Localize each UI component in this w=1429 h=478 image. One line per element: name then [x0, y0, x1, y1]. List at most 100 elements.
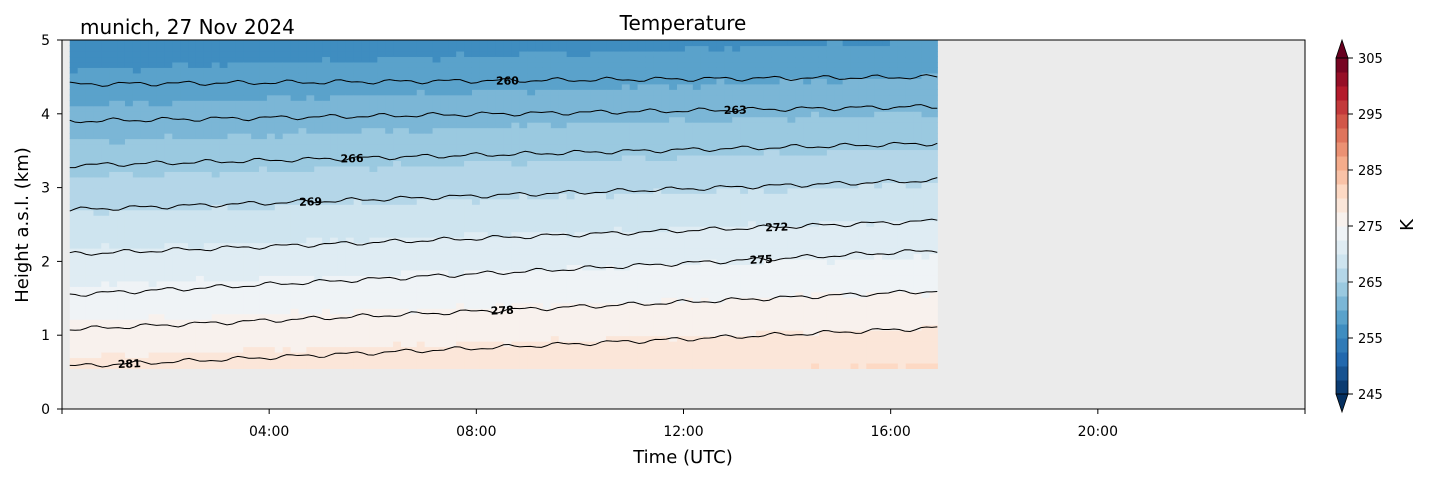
heatmap-cell — [653, 78, 662, 85]
heatmap-cell — [464, 253, 473, 260]
heatmap-cell — [282, 269, 292, 276]
heatmap-cell — [124, 171, 134, 178]
heatmap-cell — [314, 138, 323, 145]
heatmap-cell — [708, 45, 718, 52]
heatmap-cell — [692, 291, 702, 298]
heatmap-cell — [677, 122, 686, 129]
heatmap-cell — [85, 308, 95, 315]
heatmap-cell — [385, 67, 394, 74]
heatmap-cell — [298, 204, 307, 211]
heatmap-cell — [93, 182, 102, 189]
heatmap-cell — [219, 302, 229, 309]
heatmap-cell — [180, 61, 189, 68]
heatmap-cell — [574, 275, 583, 282]
heatmap-cell — [85, 231, 95, 238]
heatmap-cell — [227, 198, 236, 205]
heatmap-cell — [408, 127, 418, 134]
heatmap-cell — [330, 50, 339, 58]
heatmap-cell — [77, 111, 87, 118]
heatmap-cell — [550, 297, 560, 304]
heatmap-cell — [645, 171, 654, 178]
heatmap-cell — [408, 50, 418, 58]
heatmap-cell — [109, 111, 118, 118]
heatmap-cell — [416, 247, 426, 255]
heatmap-cell — [164, 319, 173, 326]
heatmap-cell — [243, 78, 252, 85]
heatmap-cell — [629, 154, 639, 162]
heatmap-cell — [140, 56, 150, 63]
heatmap-cell — [487, 313, 497, 320]
heatmap-cell — [511, 144, 520, 151]
heatmap-cell — [85, 253, 95, 260]
heatmap-cell — [700, 40, 710, 47]
heatmap-cell — [290, 330, 300, 337]
heatmap-cell — [211, 154, 221, 162]
heatmap-cell — [306, 149, 315, 156]
heatmap-cell — [385, 187, 394, 194]
heatmap-cell — [456, 187, 465, 194]
heatmap-cell — [361, 116, 371, 123]
heatmap-cell — [479, 357, 489, 364]
heatmap-cell — [219, 204, 229, 211]
heatmap-cell — [653, 231, 662, 238]
heatmap-cell — [156, 247, 166, 255]
heatmap-cell — [440, 138, 449, 145]
heatmap-cell — [464, 247, 473, 255]
heatmap-cell — [637, 56, 647, 63]
heatmap-cell — [109, 171, 118, 178]
heatmap-cell — [487, 319, 497, 326]
heatmap-cell — [653, 138, 662, 145]
heatmap-cell — [708, 226, 718, 233]
heatmap-cell — [448, 237, 457, 244]
heatmap-cell — [188, 67, 197, 74]
heatmap-cell — [621, 198, 631, 205]
heatmap-cell — [708, 280, 718, 287]
heatmap-cell — [251, 237, 260, 244]
heatmap-cell — [669, 193, 678, 200]
heatmap-cell — [266, 171, 276, 178]
heatmap-cell — [621, 127, 631, 134]
heatmap-cell — [542, 149, 552, 156]
heatmap-cell — [684, 280, 694, 287]
heatmap-cell — [172, 144, 181, 151]
heatmap-cell — [93, 94, 102, 101]
heatmap-cell — [361, 362, 371, 370]
heatmap-cell — [637, 275, 647, 282]
heatmap-cell — [330, 226, 339, 233]
heatmap-cell — [140, 111, 150, 118]
heatmap-cell — [361, 111, 371, 118]
heatmap-cell — [361, 198, 371, 205]
heatmap-cell — [661, 242, 670, 249]
heatmap-cell — [93, 56, 102, 63]
heatmap-cell — [330, 111, 339, 118]
heatmap-cell — [195, 215, 205, 222]
heatmap-cell — [401, 105, 410, 112]
heatmap-cell — [621, 280, 631, 287]
heatmap-cell — [385, 362, 394, 370]
heatmap-cell — [77, 280, 87, 287]
heatmap-cell — [393, 193, 402, 200]
heatmap-cell — [140, 133, 150, 140]
heatmap-cell — [180, 215, 189, 222]
heatmap-cell — [456, 45, 465, 52]
heatmap-cell — [471, 50, 481, 58]
heatmap-cell — [140, 127, 150, 134]
heatmap-cell — [227, 280, 236, 287]
heatmap-cell — [716, 198, 725, 205]
heatmap-cell — [503, 105, 513, 112]
heatmap-cell — [401, 198, 410, 205]
heatmap-cell — [582, 116, 591, 123]
heatmap-cell — [345, 253, 355, 260]
heatmap-cell — [314, 149, 323, 156]
heatmap-cell — [180, 67, 189, 74]
heatmap-cell — [598, 231, 607, 238]
heatmap-cell — [393, 242, 402, 249]
heatmap-cell — [519, 127, 528, 134]
heatmap-cell — [621, 362, 631, 370]
heatmap-cell — [306, 226, 315, 233]
heatmap-cell — [172, 165, 181, 172]
heatmap-cell — [393, 144, 402, 151]
heatmap-cell — [164, 133, 173, 140]
heatmap-cell — [487, 56, 497, 63]
heatmap-cell — [203, 45, 213, 52]
